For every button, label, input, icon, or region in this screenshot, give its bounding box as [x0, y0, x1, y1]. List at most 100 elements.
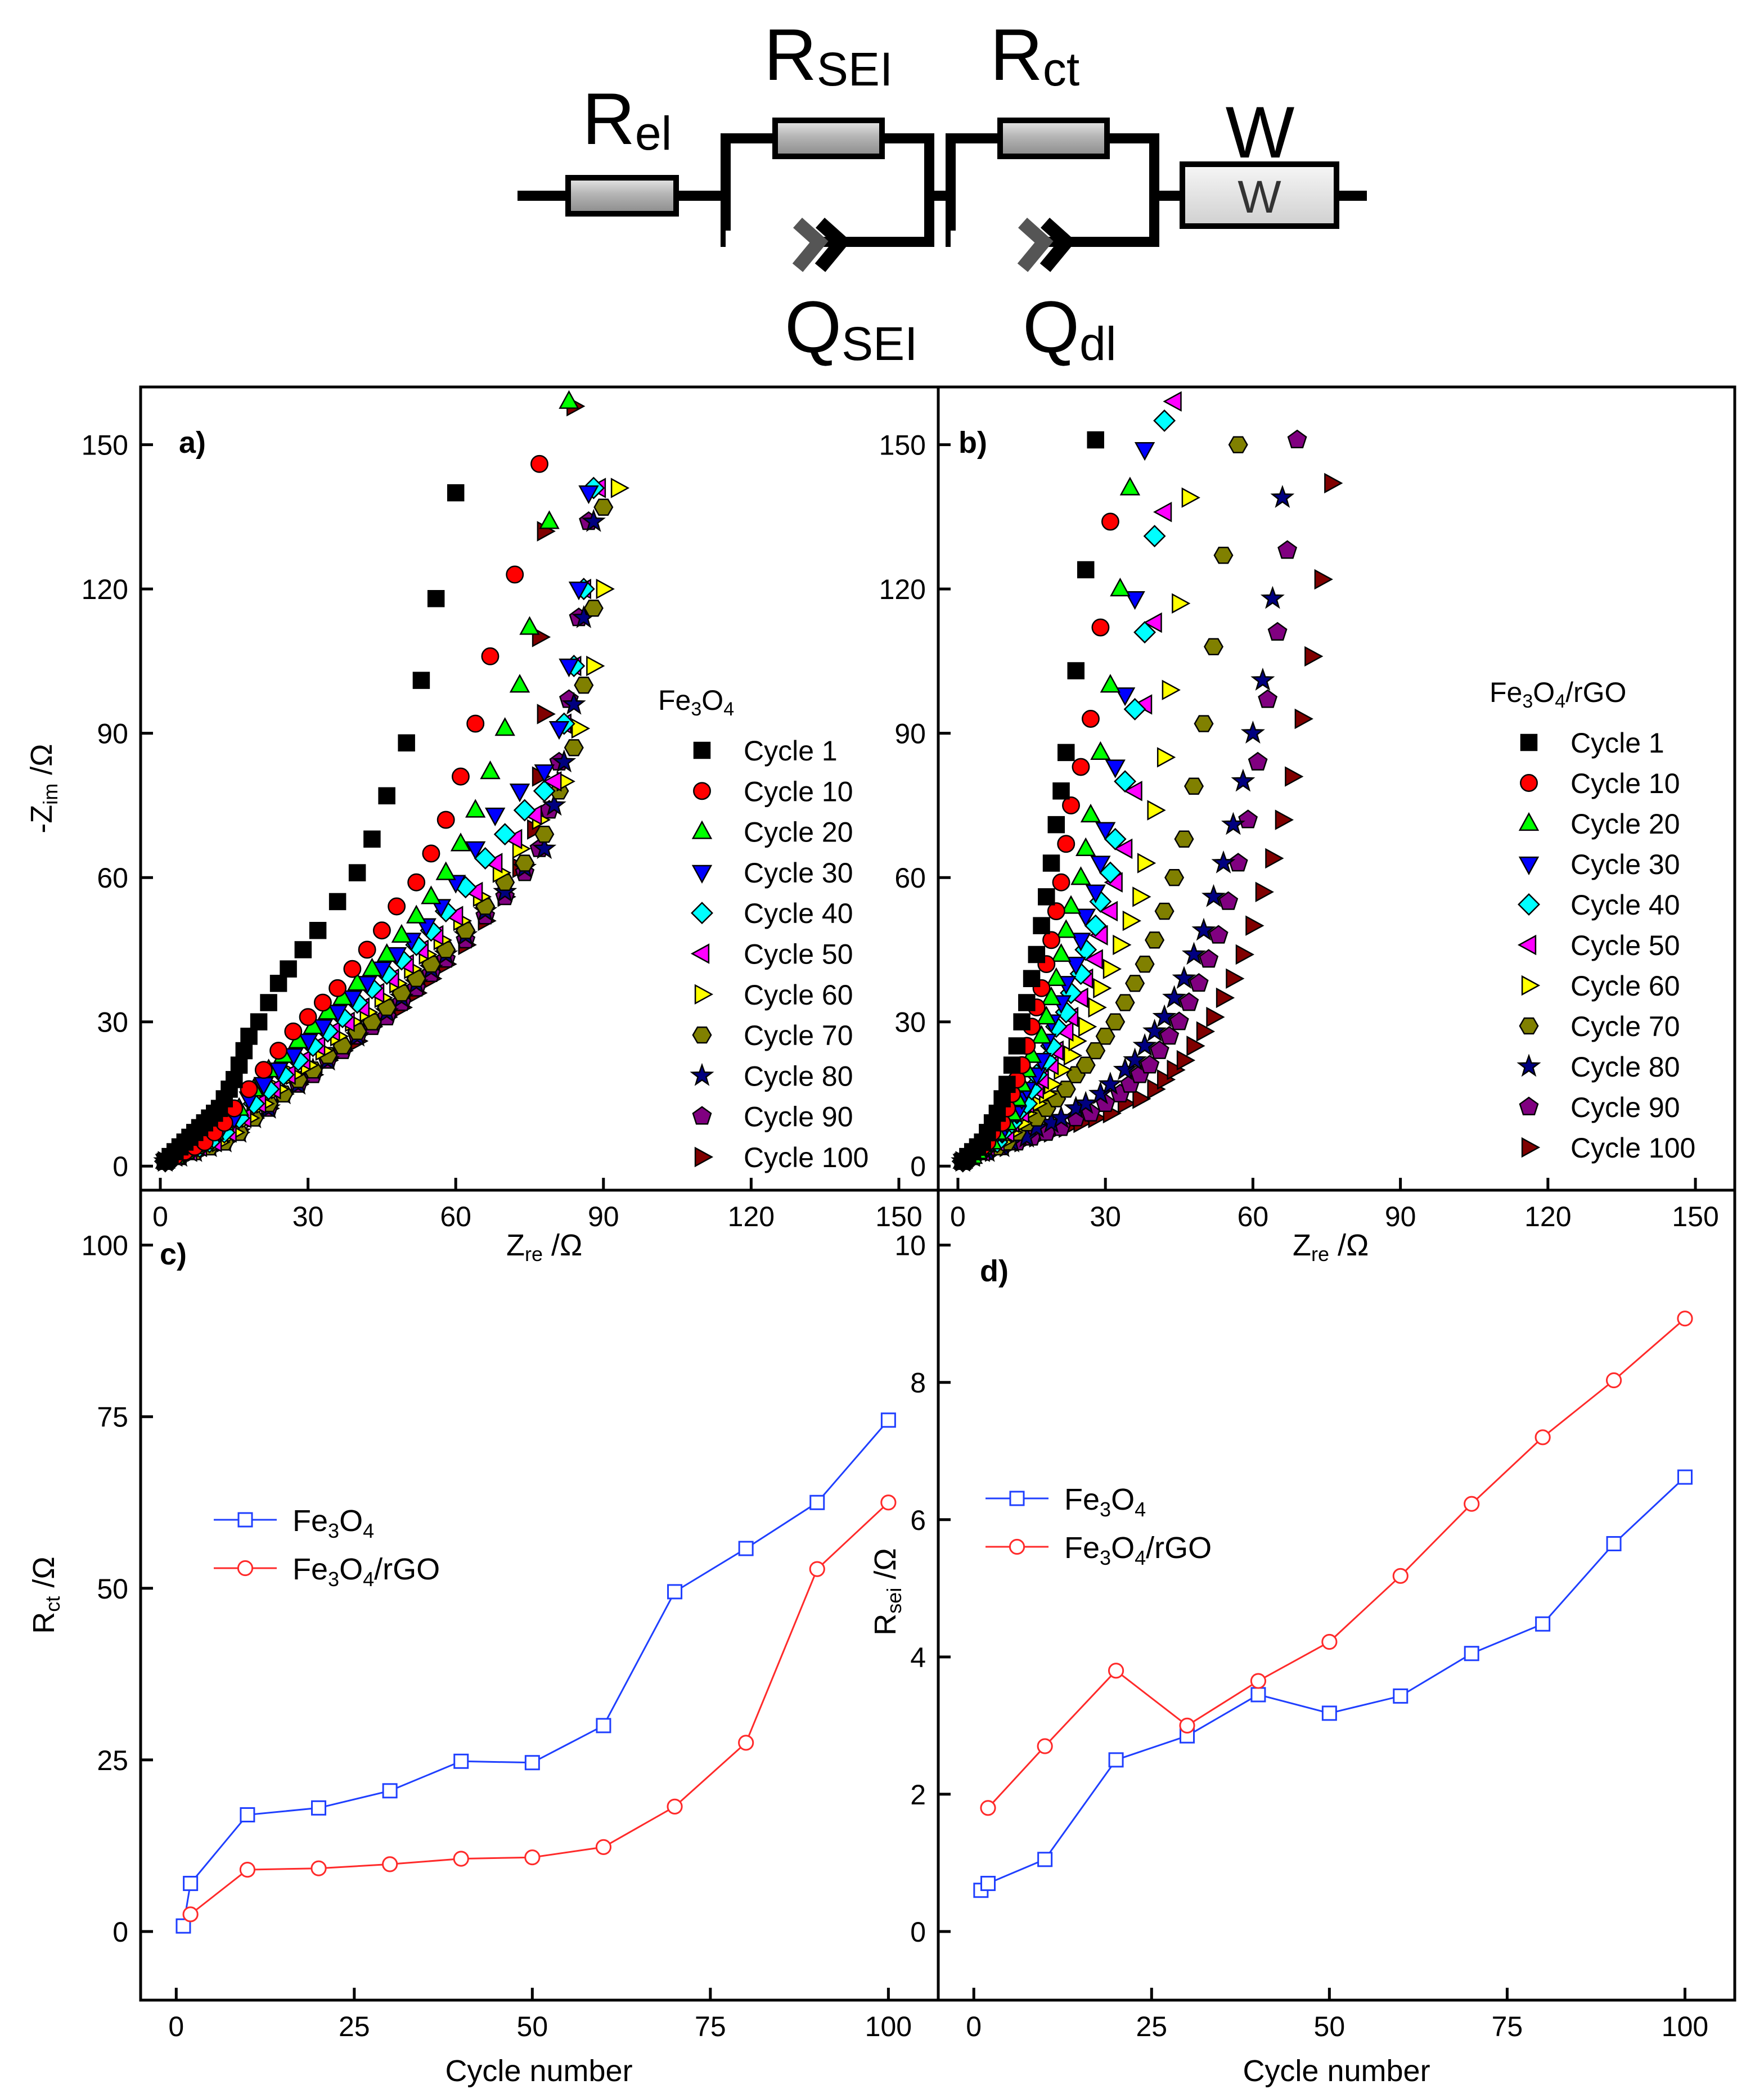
legend-label: Cycle 100: [1570, 1132, 1695, 1164]
data-point: [1534, 1429, 1551, 1446]
data-point: [1152, 1004, 1177, 1028]
panel-d-xlabel: Cycle number: [1243, 2054, 1430, 2088]
data-point: [1194, 715, 1214, 732]
data-point: [610, 478, 630, 498]
resistor-rel: [565, 175, 679, 217]
data-point: [280, 960, 297, 978]
data-point: [1042, 931, 1060, 949]
legend-marker: [1519, 1017, 1539, 1035]
data-point: [343, 960, 362, 978]
data-point: [1245, 915, 1264, 936]
legend-label: Cycle 10: [1570, 768, 1680, 799]
panel-d-ticks: 0 25 50 75 100 0 2 4 6 8 10: [894, 1230, 1708, 2042]
x-tick-label: 0: [168, 2011, 184, 2042]
data-point: [568, 581, 590, 601]
data-point: [1172, 593, 1191, 614]
series-line: [182, 1419, 889, 1926]
data-point: [362, 957, 382, 976]
legend-label: Cycle 50: [1570, 930, 1680, 961]
y-tick-label: 10: [894, 1230, 926, 1262]
data-point: [1147, 800, 1166, 821]
data-point: [310, 1860, 327, 1876]
data-point: [1125, 975, 1145, 992]
data-point: [466, 714, 485, 733]
legend-marker: [691, 820, 713, 839]
panel-d-ylabel: Rsei /Ω: [868, 1548, 906, 1635]
data-point: [1231, 768, 1256, 792]
data-point: [1277, 540, 1298, 559]
data-point: [378, 787, 395, 805]
legend-label: Cycle 80: [1570, 1051, 1680, 1083]
data-point: [738, 1735, 754, 1751]
data-point: [1114, 770, 1137, 793]
data-point: [1093, 978, 1112, 999]
data-point: [1321, 1705, 1337, 1721]
data-point: [509, 674, 530, 693]
legend-label: Cycle 1: [1570, 727, 1664, 759]
data-point: [1169, 1011, 1189, 1030]
data-point: [427, 589, 445, 607]
data-point: [1147, 1079, 1166, 1100]
panel-c-ylabel: Rct /Ω: [27, 1556, 64, 1633]
data-point: [1051, 943, 1072, 962]
data-point: [1153, 502, 1172, 523]
data-point: [412, 672, 430, 689]
data-point: [422, 844, 440, 863]
panel-d-label: d): [980, 1254, 1009, 1288]
label-qsei: QSEI: [785, 286, 918, 370]
data-point: [1058, 744, 1075, 762]
x-tick-label: 0: [152, 1201, 168, 1232]
data-point: [348, 864, 366, 881]
legend-marker: [1009, 1491, 1025, 1506]
data-point: [586, 655, 605, 677]
label-rct: Rct: [990, 13, 1079, 96]
data-point: [1060, 895, 1082, 914]
legend-label: Cycle 40: [1570, 889, 1680, 921]
data-point: [240, 1807, 255, 1823]
data-point: [382, 1783, 398, 1799]
data-point: [484, 807, 506, 827]
legend-marker: [691, 902, 713, 925]
data-point: [1134, 442, 1155, 461]
data-point: [1213, 547, 1234, 564]
data-point: [534, 826, 555, 843]
data-point: [299, 1008, 317, 1027]
legend-marker: [692, 1106, 712, 1125]
legend-label: Fe3O4: [1064, 1483, 1146, 1521]
data-point: [407, 873, 426, 892]
data-point: [1275, 809, 1294, 830]
y-tick-label: 0: [112, 1151, 128, 1182]
data-point: [1535, 1616, 1551, 1632]
data-point: [1036, 1006, 1057, 1025]
data-point: [1250, 667, 1275, 691]
legend-label: Cycle 30: [1570, 849, 1680, 880]
data-point: [1464, 1646, 1479, 1662]
x-tick-label: 50: [517, 2011, 548, 2042]
y-tick-label: 120: [82, 574, 128, 605]
legend-label: Cycle 90: [744, 1101, 853, 1133]
data-point: [1091, 618, 1110, 637]
data-point: [596, 1718, 611, 1734]
data-point: [1159, 1026, 1180, 1045]
y-tick-label: 30: [894, 1007, 926, 1038]
data-point: [1073, 1091, 1098, 1114]
data-point: [552, 749, 577, 773]
data-point: [561, 691, 586, 715]
data-point: [738, 1541, 754, 1556]
data-point: [1201, 884, 1226, 907]
data-point: [596, 578, 615, 600]
data-point: [809, 1494, 825, 1510]
label-w: W: [1226, 91, 1295, 173]
data-point: [1105, 1013, 1126, 1030]
legend-label: Cycle 50: [744, 939, 853, 970]
legend-label: Cycle 90: [1570, 1092, 1680, 1123]
data-point: [1122, 910, 1142, 931]
data-point: [1162, 985, 1187, 1009]
legend-marker: [690, 943, 710, 964]
data-point: [1123, 1047, 1148, 1071]
data-point: [465, 799, 486, 818]
data-point: [1038, 888, 1055, 906]
data-point: [1067, 662, 1084, 679]
data-point: [533, 780, 556, 803]
data-point: [1063, 1045, 1083, 1066]
